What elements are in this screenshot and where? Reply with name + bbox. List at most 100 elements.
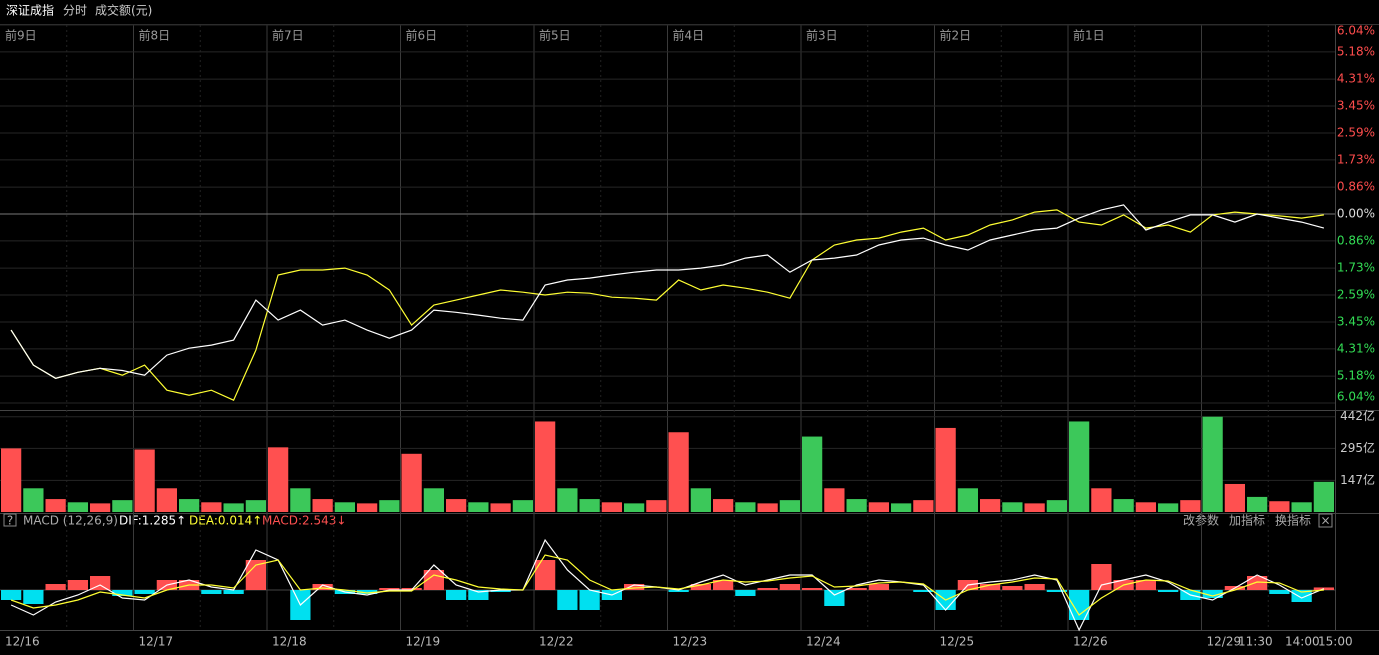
x-tick-label: 12/22 [539, 635, 574, 649]
volume-bar [423, 488, 444, 512]
macd-bar [868, 584, 889, 590]
macd-bar [1002, 586, 1023, 590]
macd-bar [1135, 580, 1156, 590]
x-tick-label: 12/18 [272, 635, 307, 649]
macd-bar [134, 590, 155, 594]
volume-bar [45, 499, 66, 512]
y-tick-label: 4.31% [1337, 72, 1375, 86]
period-label: 前3日 [806, 28, 838, 43]
macd-bar [713, 580, 734, 590]
period-label: 前6日 [406, 28, 438, 43]
macd-bar [980, 584, 1001, 590]
macd-bar [446, 590, 467, 600]
macd-bar [1202, 590, 1223, 598]
volume-bar [268, 447, 289, 512]
macd-label: MACD:2.543↓ [262, 514, 346, 528]
volume-bar [90, 503, 111, 512]
x-tick-label: 14:00 [1285, 635, 1320, 649]
indicator-name: MACD (12,26,9) [23, 514, 118, 528]
volume-bar [401, 453, 422, 512]
volume-bar [1247, 496, 1268, 512]
macd-bar [112, 590, 133, 596]
macd-bar [735, 590, 756, 596]
button[interactable]: 换指标 [1275, 513, 1311, 528]
volume-bar [601, 502, 622, 512]
index-title[interactable]: 深证成指 [6, 3, 54, 18]
close-box[interactable] [1318, 513, 1333, 528]
volume-bar [557, 488, 578, 512]
volume-bar [379, 500, 400, 512]
volume-bar [846, 499, 867, 512]
macd-bar [557, 590, 578, 610]
button[interactable]: 加指标 [1229, 513, 1265, 528]
period-label: 前1日 [1073, 28, 1105, 43]
volume-bar [802, 436, 823, 512]
volume-bar [357, 503, 378, 512]
y-tick-label: 6.04% [1337, 390, 1375, 404]
y-tick-label: 2.59% [1337, 288, 1375, 302]
macd-bar [223, 590, 244, 594]
y-tick-label: 442亿 [1340, 408, 1375, 423]
period-label: 前7日 [272, 28, 304, 43]
close[interactable]: × [1320, 514, 1330, 528]
macd-bar [802, 588, 823, 590]
volume-bar [223, 503, 244, 512]
y-tick-label: 3.45% [1337, 314, 1375, 328]
volume-bar [334, 502, 355, 512]
macd-bar [312, 584, 333, 590]
y-tick-label: 4.31% [1337, 341, 1375, 355]
volume-bar [935, 427, 956, 512]
macd-bar [913, 590, 934, 592]
price-line [10, 204, 1325, 379]
volume-bar [913, 500, 934, 512]
macd-bar [1046, 590, 1067, 592]
y-tick-label: 0.86% [1337, 233, 1375, 247]
y-tick-label: 1.73% [1337, 152, 1375, 166]
macd-bar [379, 588, 400, 590]
help[interactable]: ? [7, 514, 13, 528]
volume-bar [67, 502, 88, 512]
macd-bar [535, 560, 556, 590]
macd-bar [1024, 584, 1045, 590]
volume-bar [1046, 500, 1067, 512]
macd-bar [779, 584, 800, 590]
period-label: 前8日 [139, 28, 171, 43]
macd-bar [423, 570, 444, 590]
volume-bar [646, 500, 667, 512]
x-tick-label: 12/24 [806, 635, 841, 649]
volume-bar [713, 499, 734, 512]
volume-bar [468, 502, 489, 512]
period-label: 前4日 [673, 28, 705, 43]
volume-bar [535, 421, 556, 512]
volume-bar [134, 449, 155, 512]
volume-bar [891, 503, 912, 512]
volume-bar [512, 500, 533, 512]
tab[interactable]: 成交额(元) [95, 3, 152, 18]
macd-bar [67, 580, 88, 590]
y-tick-label: 0.00% [1337, 207, 1375, 221]
macd-bar [846, 588, 867, 590]
help-box[interactable] [3, 513, 17, 527]
tab[interactable]: 分时 [63, 4, 87, 18]
volume-bar [1002, 502, 1023, 512]
macd-bar [23, 590, 44, 604]
volume-bar [1158, 503, 1179, 512]
volume-bar [1224, 483, 1245, 512]
x-tick-label: 12/29 [1207, 635, 1242, 649]
volume-bar [735, 502, 756, 512]
x-tick-label: 15:00 [1318, 635, 1353, 649]
volume-bar [290, 488, 311, 512]
macd-bar [1069, 590, 1090, 620]
macd-bar [690, 584, 711, 590]
volume-bar [23, 488, 44, 512]
x-tick-label: 11:30 [1238, 635, 1273, 649]
volume-bar [779, 500, 800, 512]
x-tick-label: 12/16 [5, 635, 40, 649]
y-tick-label: 6.04% [1337, 24, 1375, 38]
volume-bar [245, 500, 266, 512]
volume-bar [757, 503, 778, 512]
volume-bar [112, 500, 133, 512]
volume-bar [1069, 421, 1090, 512]
